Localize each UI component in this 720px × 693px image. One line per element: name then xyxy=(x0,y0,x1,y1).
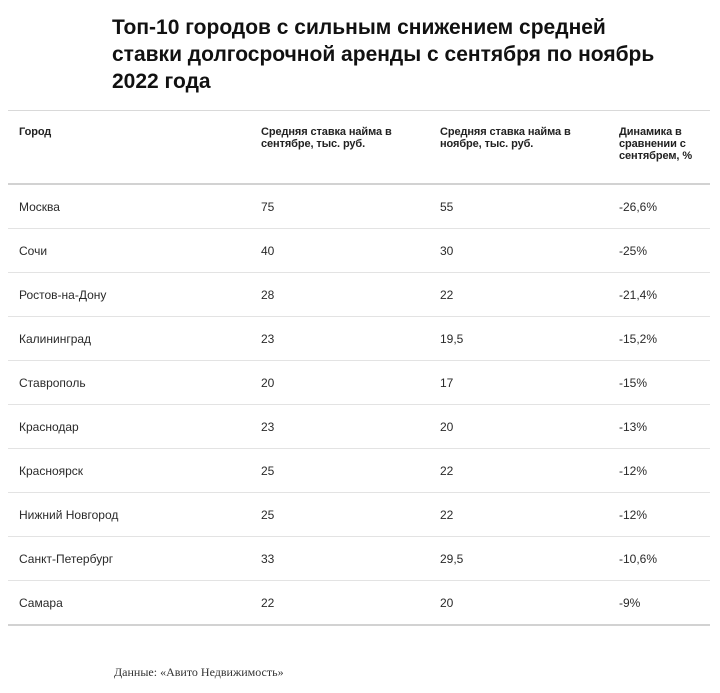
cell-city: Красноярск xyxy=(19,464,84,478)
cell-september-rate: 23 xyxy=(261,332,275,346)
cell-november-rate: 22 xyxy=(440,464,454,478)
cell-september-rate: 33 xyxy=(261,552,275,566)
cell-dynamics: -21,4% xyxy=(619,288,658,302)
table-row: Краснодар 23 20 -13% xyxy=(8,405,710,449)
cell-november-rate: 22 xyxy=(440,508,454,522)
cell-dynamics: -12% xyxy=(619,508,648,522)
cell-november-rate: 29,5 xyxy=(440,552,464,566)
cell-city: Москва xyxy=(19,200,60,214)
table-row: Калининград 23 19,5 -15,2% xyxy=(8,317,710,361)
rent-table: Город Средняя ставка найма в сентябре, т… xyxy=(8,111,710,626)
header-city: Город xyxy=(19,126,52,138)
cell-september-rate: 75 xyxy=(261,200,275,214)
cell-city: Сочи xyxy=(19,244,48,258)
cell-city: Калининград xyxy=(19,332,92,346)
cell-dynamics: -15% xyxy=(619,376,648,390)
source-note: Данные: «Авито Недвижимость» xyxy=(114,665,284,679)
table-row: Нижний Новгород 25 22 -12% xyxy=(8,493,710,537)
cell-city: Краснодар xyxy=(19,420,79,434)
cell-dynamics: -12% xyxy=(619,464,648,478)
cell-september-rate: 25 xyxy=(261,464,275,478)
cell-dynamics: -26,6% xyxy=(619,200,658,214)
cell-city: Санкт-Петербург xyxy=(19,552,114,566)
cell-september-rate: 25 xyxy=(261,508,275,522)
cell-dynamics: -25% xyxy=(619,244,648,258)
table-row: Ставрополь 20 17 -15% xyxy=(8,361,710,405)
header-september-rate: Средняя ставка найма в сентябре, тыс. ру… xyxy=(261,126,392,150)
cell-november-rate: 22 xyxy=(440,288,454,302)
table-row: Ростов-на-Дону 28 22 -21,4% xyxy=(8,273,710,317)
header-november-rate: Средняя ставка найма в ноябре, тыс. руб. xyxy=(440,126,571,150)
cell-september-rate: 28 xyxy=(261,288,275,302)
cell-dynamics: -15,2% xyxy=(619,332,658,346)
cell-september-rate: 23 xyxy=(261,420,275,434)
cell-september-rate: 22 xyxy=(261,596,275,610)
table-row: Москва 75 55 -26,6% xyxy=(8,185,710,229)
cell-september-rate: 20 xyxy=(261,376,275,390)
cell-city: Самара xyxy=(19,596,63,610)
cell-dynamics: -13% xyxy=(619,420,648,434)
page-title: Топ-10 городов с сильным снижением средн… xyxy=(112,16,655,93)
cell-november-rate: 20 xyxy=(440,596,454,610)
cell-city: Нижний Новгород xyxy=(19,508,119,522)
table-row: Санкт-Петербург 33 29,5 -10,6% xyxy=(8,537,710,581)
cell-november-rate: 55 xyxy=(440,200,454,214)
cell-november-rate: 20 xyxy=(440,420,454,434)
cell-dynamics: -10,6% xyxy=(619,552,658,566)
cell-city: Ставрополь xyxy=(19,376,86,390)
table-header: Город Средняя ставка найма в сентябре, т… xyxy=(8,111,710,185)
top-divider xyxy=(8,110,710,111)
cell-november-rate: 17 xyxy=(440,376,454,390)
table-row: Сочи 40 30 -25% xyxy=(8,229,710,273)
cell-september-rate: 40 xyxy=(261,244,275,258)
cell-dynamics: -9% xyxy=(619,596,641,610)
cell-november-rate: 30 xyxy=(440,244,454,258)
cell-november-rate: 19,5 xyxy=(440,332,464,346)
header-dynamics: Динамика в сравнении с сентябрем, % xyxy=(619,126,693,162)
cell-city: Ростов-на-Дону xyxy=(19,288,107,302)
table-row: Красноярск 25 22 -12% xyxy=(8,449,710,493)
table-row: Самара 22 20 -9% xyxy=(8,581,710,626)
